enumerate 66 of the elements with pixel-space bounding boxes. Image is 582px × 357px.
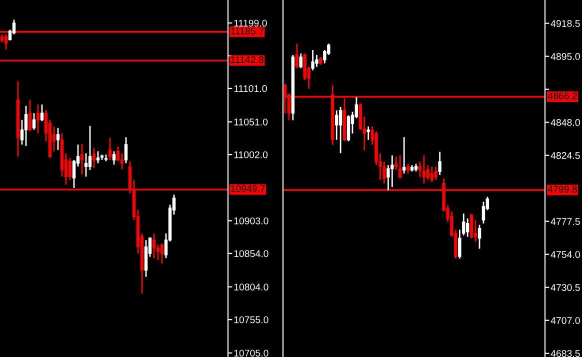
candlestick — [426, 164, 430, 181]
y-tick-label: 4848.0 — [550, 119, 580, 126]
candlestick — [36, 104, 40, 134]
candlestick — [295, 42, 299, 69]
candlestick — [72, 159, 76, 189]
candlestick — [422, 154, 426, 184]
candlestick — [160, 242, 164, 264]
candlestick — [40, 104, 44, 122]
candlestick — [92, 147, 96, 169]
y-tick-label: 10903.0 — [234, 217, 268, 224]
candlestick — [402, 136, 406, 174]
candlestick — [88, 125, 92, 171]
y-tick-label: 10804.0 — [234, 284, 268, 290]
candlestick — [80, 143, 84, 176]
candlestick — [124, 136, 128, 164]
ref-line-label: 11185.7 — [231, 28, 264, 34]
candlestick — [108, 137, 112, 161]
candlestick — [315, 54, 318, 68]
candlestick — [120, 152, 124, 170]
y-tick-label: 4707.0 — [550, 317, 580, 324]
candlestick — [346, 114, 350, 142]
candlestick — [96, 150, 100, 164]
candlestick — [68, 157, 72, 181]
candlestick — [116, 146, 120, 162]
y-tick-label: 11101.0 — [234, 85, 267, 92]
candlestick — [299, 52, 302, 69]
y-tick-label: 10755.0 — [234, 316, 268, 324]
candlestick — [112, 150, 116, 166]
y-tick-label: 4730.5 — [550, 284, 580, 291]
candlestick — [338, 106, 342, 154]
ref-line-label: 4799.8 — [548, 186, 577, 193]
y-tick-label: 4918.5 — [550, 20, 580, 27]
candlestick — [434, 166, 438, 181]
y-tick-label: 4683.5 — [550, 350, 580, 357]
candlestick — [56, 127, 60, 151]
y-tick-label: 4754.0 — [550, 251, 580, 258]
candlestick — [482, 200, 486, 224]
y-tick-label: 4824.5 — [550, 152, 580, 159]
y-tick-label: 11002.0 — [234, 151, 268, 158]
candlestick — [24, 105, 28, 147]
candlestick — [430, 166, 434, 183]
candlestick — [28, 99, 32, 132]
candlestick — [438, 151, 442, 176]
ref-line-label: 4866.2 — [548, 92, 577, 100]
candlestick — [334, 110, 338, 141]
candlestick — [84, 152, 88, 178]
candlestick — [152, 232, 156, 259]
y-tick-label: 11199.0 — [234, 20, 267, 27]
candlestick — [366, 126, 370, 141]
candlestick — [470, 212, 474, 239]
candlestick — [4, 34, 8, 50]
y-tick-label: 11051.0 — [234, 118, 268, 126]
y-tick-label: 10705.0 — [234, 350, 268, 357]
candlestick — [466, 218, 470, 238]
candlestick — [311, 49, 314, 72]
candlestick — [390, 154, 394, 188]
candlestick — [398, 154, 402, 180]
candlestick — [406, 163, 410, 174]
y-tick-label: 4777.5 — [550, 218, 580, 225]
y-tick-label: 4895.0 — [550, 53, 580, 60]
ref-line-label: 10949.7 — [231, 185, 265, 192]
ref-line-label: 11142.8 — [231, 56, 264, 64]
y-tick-label: 10854.0 — [234, 250, 268, 258]
candlestick — [144, 239, 148, 278]
candlestick — [478, 224, 482, 250]
candlestick — [32, 112, 36, 131]
